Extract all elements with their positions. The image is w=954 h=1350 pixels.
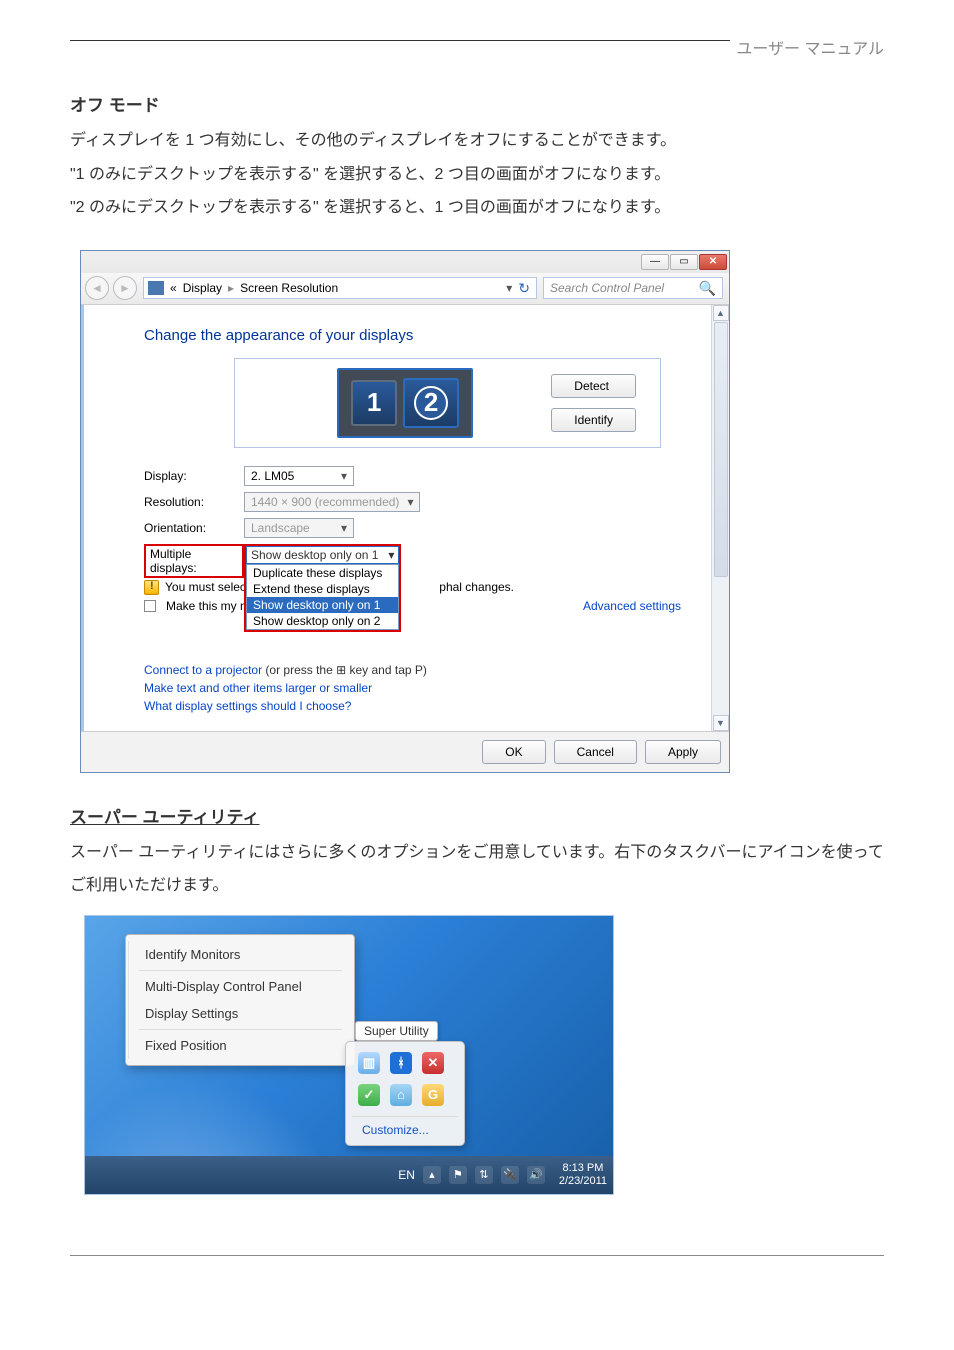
projector-extra: (or press the ⊞ key and tap P) <box>262 663 427 677</box>
tray-bluetooth-icon[interactable]: ᚼ <box>390 1052 412 1074</box>
display-preview: 1 2 Detect Identify <box>234 358 661 448</box>
back-button[interactable]: ◄ <box>85 276 109 300</box>
tray-flag-icon[interactable]: ⚑ <box>449 1166 467 1184</box>
resolution-value: 1440 × 900 (recommended) <box>251 495 399 509</box>
monitor-2-thumb[interactable]: 2 <box>403 378 459 428</box>
monitor-1-thumb[interactable]: 1 <box>351 380 397 426</box>
search-icon: 🔍 <box>699 280 716 297</box>
minimize-button[interactable]: — <box>641 254 669 270</box>
menu-fixed-position[interactable]: Fixed Position <box>129 1032 352 1059</box>
clock-time: 8:13 PM <box>559 1162 607 1175</box>
label-resolution: Resolution: <box>144 495 244 509</box>
address-bar[interactable]: « Display ▸ Screen Resolution ▾ ↻ <box>143 277 537 299</box>
window-titlebar: — ▭ ✕ <box>81 251 729 273</box>
make-main-checkbox[interactable] <box>144 600 156 612</box>
caret-down-icon: ▾ <box>341 521 347 535</box>
off-mode-line2: "1 のみにデスクトップを表示する" を選択すると、2 つ目の画面がオフになりま… <box>70 158 884 192</box>
tray-volume-icon[interactable]: 🔊 <box>527 1166 545 1184</box>
tray-update-icon[interactable]: ✓ <box>358 1084 380 1106</box>
cancel-button[interactable]: Cancel <box>554 740 637 764</box>
label-orientation: Orientation: <box>144 521 244 535</box>
taskbar-screenshot: Identify Monitors Multi-Display Control … <box>84 915 614 1195</box>
orientation-select: Landscape ▾ <box>244 518 354 538</box>
what-settings-link[interactable]: What display settings should I choose? <box>144 699 681 713</box>
close-button[interactable]: ✕ <box>699 254 727 270</box>
off-mode-line1: ディスプレイを 1 つ有効にし、その他のディスプレイをオフにすることができます。 <box>70 124 884 158</box>
option-show-on-2[interactable]: Show desktop only on 2 <box>247 613 398 629</box>
menu-display-settings[interactable]: Display Settings <box>129 1000 352 1027</box>
option-duplicate[interactable]: Duplicate these displays <box>247 565 398 581</box>
tray-customize-link[interactable]: Customize... <box>352 1116 458 1139</box>
warn-text-prefix: You must select <box>165 580 249 594</box>
tray-multidisplay-icon[interactable]: ▥ <box>358 1052 380 1074</box>
identify-button[interactable]: Identify <box>551 408 636 432</box>
option-show-on-1[interactable]: Show desktop only on 1 <box>247 597 398 613</box>
maximize-button[interactable]: ▭ <box>670 254 698 270</box>
multiple-displays-dropdown[interactable]: Show desktop only on 1 ▾ Duplicate these … <box>244 544 401 632</box>
multiple-displays-options: Duplicate these displays Extend these di… <box>246 564 399 630</box>
advanced-settings-link[interactable]: Advanced settings <box>583 599 681 613</box>
page-header-label: ユーザー マニュアル <box>730 35 884 59</box>
tray-network-icon[interactable]: ⌂ <box>390 1084 412 1106</box>
warning-icon <box>144 580 159 595</box>
scrollbar[interactable]: ▲ ▼ <box>711 305 729 731</box>
super-utility-tooltip: Super Utility <box>355 1021 438 1041</box>
tray-antivirus-icon[interactable]: ✕ <box>422 1052 444 1074</box>
caret-down-icon: ▾ <box>388 548 394 562</box>
super-utility-paragraph: スーパー ユーティリティにはさらに多くのオプションをご用意しています。右下のタス… <box>70 836 884 903</box>
scroll-down-icon[interactable]: ▼ <box>713 715 729 731</box>
multiple-displays-value: Show desktop only on 1 <box>251 548 378 562</box>
resolution-select: 1440 × 900 (recommended) ▾ <box>244 492 420 512</box>
caret-down-icon: ▾ <box>407 495 413 509</box>
scroll-thumb[interactable] <box>714 322 728 578</box>
taskbar-clock[interactable]: 8:13 PM 2/23/2011 <box>559 1162 607 1188</box>
caret-down-icon: ▾ <box>341 469 347 483</box>
orientation-value: Landscape <box>251 521 310 535</box>
menu-identify-monitors[interactable]: Identify Monitors <box>129 941 352 968</box>
super-utility-menu: Identify Monitors Multi-Display Control … <box>125 934 355 1066</box>
connect-projector-link[interactable]: Connect to a projector (or press the ⊞ k… <box>144 663 681 677</box>
tray-app-icon[interactable]: G <box>422 1084 444 1106</box>
text-size-link[interactable]: Make text and other items larger or smal… <box>144 681 681 695</box>
off-mode-line3: "2 のみにデスクトップを表示する" を選択すると、1 つ目の画面がオフになりま… <box>70 191 884 225</box>
monitor-2-num: 2 <box>414 386 448 420</box>
refresh-icon[interactable]: ↻ <box>518 280 530 297</box>
clock-date: 2/23/2011 <box>559 1175 607 1188</box>
breadcrumb-prefix: « <box>170 281 177 295</box>
make-main-label: Make this my m <box>166 599 250 613</box>
label-multiple-displays: Multiple displays: <box>144 544 244 578</box>
language-indicator[interactable]: EN <box>398 1168 415 1182</box>
screen-resolution-window: — ▭ ✕ ◄ ► « Display ▸ Screen Resolution … <box>80 250 730 773</box>
detect-button[interactable]: Detect <box>551 374 636 398</box>
forward-button[interactable]: ► <box>113 276 137 300</box>
tray-power-icon[interactable]: 🔌 <box>501 1166 519 1184</box>
address-dropdown-icon[interactable]: ▾ <box>506 281 512 295</box>
control-panel-icon <box>148 281 164 295</box>
off-mode-title: オフ モード <box>70 91 884 116</box>
label-display: Display: <box>144 469 244 483</box>
option-extend[interactable]: Extend these displays <box>247 581 398 597</box>
page-heading: Change the appearance of your displays <box>144 327 681 344</box>
display-value: 2. LM05 <box>251 469 294 483</box>
warn-text-suffix: phal changes. <box>439 580 514 594</box>
search-placeholder: Search Control Panel <box>550 281 664 295</box>
menu-multi-display-cp[interactable]: Multi-Display Control Panel <box>129 973 352 1000</box>
chevron-right-icon: ▸ <box>228 281 234 295</box>
scroll-up-icon[interactable]: ▲ <box>713 305 729 321</box>
tray-popup: ▥ ᚼ ✕ ✓ ⌂ G Customize... <box>345 1041 465 1146</box>
tray-arrow-icon[interactable]: ▴ <box>423 1166 441 1184</box>
super-utility-title: スーパー ユーティリティ <box>70 803 884 828</box>
tray-net-icon[interactable]: ⇅ <box>475 1166 493 1184</box>
apply-button[interactable]: Apply <box>645 740 721 764</box>
taskbar: EN ▴ ⚑ ⇅ 🔌 🔊 8:13 PM 2/23/2011 <box>85 1156 613 1194</box>
breadcrumb-screenres[interactable]: Screen Resolution <box>240 281 338 295</box>
breadcrumb-display[interactable]: Display <box>183 281 222 295</box>
search-input[interactable]: Search Control Panel 🔍 <box>543 277 723 299</box>
ok-button[interactable]: OK <box>482 740 545 764</box>
display-select[interactable]: 2. LM05 ▾ <box>244 466 354 486</box>
